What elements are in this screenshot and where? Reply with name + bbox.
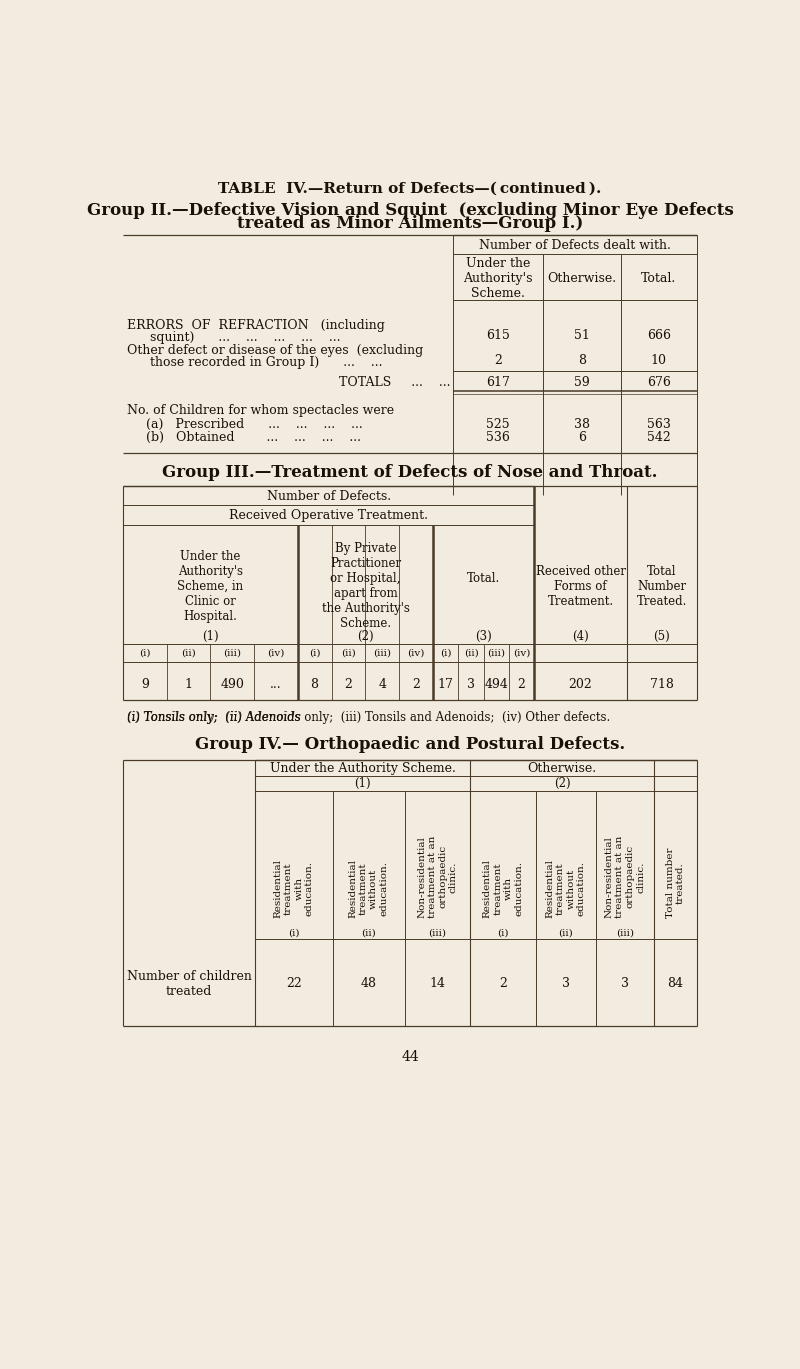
Text: Under the
Authority's
Scheme.: Under the Authority's Scheme. — [463, 257, 533, 300]
Text: 9: 9 — [141, 678, 149, 691]
Text: (4): (4) — [572, 630, 589, 643]
Text: 494: 494 — [484, 678, 508, 691]
Text: Received other
Forms of
Treatment.: Received other Forms of Treatment. — [535, 565, 626, 608]
Text: (i): (i) — [498, 928, 509, 938]
Text: Otherwise.: Otherwise. — [547, 271, 617, 285]
Text: (iii): (iii) — [223, 649, 242, 657]
Text: 666: 666 — [646, 329, 670, 342]
Text: (a)   Prescribed      ...    ...    ...    ...: (a) Prescribed ... ... ... ... — [146, 418, 363, 431]
Text: (i) Tonsils only;  (ii) Adenoids only;  (iii) Tonsils and Adenoids;  (iv) Other : (i) Tonsils only; (ii) Adenoids only; (i… — [127, 711, 610, 724]
Text: 2: 2 — [345, 678, 353, 691]
Text: Number of children
treated: Number of children treated — [126, 969, 251, 998]
Text: No. of Children for whom spectacles were: No. of Children for whom spectacles were — [127, 404, 394, 418]
Text: 525: 525 — [486, 418, 510, 431]
Text: (iv): (iv) — [408, 649, 425, 657]
Text: Group III.—Treatment of Defects of Nose and Throat.: Group III.—Treatment of Defects of Nose … — [162, 464, 658, 481]
Text: (ii): (ii) — [182, 649, 196, 657]
Text: (5): (5) — [654, 630, 670, 643]
Text: (iii): (iii) — [429, 928, 446, 938]
Text: (i) Tonsils only;  (ii) Adenoids: (i) Tonsils only; (ii) Adenoids — [127, 711, 305, 724]
Text: (ii): (ii) — [464, 649, 478, 657]
Text: 59: 59 — [574, 375, 590, 389]
Text: (iii): (iii) — [374, 649, 391, 657]
Text: Otherwise.: Otherwise. — [528, 763, 597, 775]
Text: 2: 2 — [412, 678, 420, 691]
Text: Total number
treated.: Total number treated. — [666, 847, 685, 919]
Text: 4: 4 — [378, 678, 386, 691]
Text: Group II.—Defective Vision and Squint  (excluding Minor Eye Defects: Group II.—Defective Vision and Squint (e… — [86, 203, 734, 219]
Text: Residential
treatment
with
education.: Residential treatment with education. — [483, 860, 523, 919]
Text: Non-residential
treatment at an
orthopaedic
clinic.: Non-residential treatment at an orthopae… — [605, 835, 645, 919]
Text: (iv): (iv) — [267, 649, 285, 657]
Text: squint)      ...    ...    ...    ...    ...: squint) ... ... ... ... ... — [150, 331, 341, 344]
Text: 490: 490 — [220, 678, 244, 691]
Text: (2): (2) — [554, 776, 570, 790]
Text: Total.: Total. — [641, 271, 677, 285]
Text: (ii): (ii) — [558, 928, 573, 938]
Text: ERRORS  OF  REFRACTION   (including: ERRORS OF REFRACTION (including — [127, 319, 385, 333]
Text: (i): (i) — [288, 928, 299, 938]
Text: Number of Defects dealt with.: Number of Defects dealt with. — [478, 238, 670, 252]
Text: (i): (i) — [139, 649, 150, 657]
Text: (iv): (iv) — [513, 649, 530, 657]
Text: (iii): (iii) — [616, 928, 634, 938]
Text: (1): (1) — [354, 776, 371, 790]
Text: 615: 615 — [486, 329, 510, 342]
Text: Other defect or disease of the eyes  (excluding: Other defect or disease of the eyes (exc… — [127, 344, 423, 357]
Text: (3): (3) — [475, 630, 492, 643]
Text: By Private
Practitioner
or Hospital,
apart from
the Authority's
Scheme.: By Private Practitioner or Hospital, apa… — [322, 542, 410, 630]
Text: 3: 3 — [621, 977, 629, 990]
Text: 10: 10 — [650, 355, 666, 367]
Text: 8: 8 — [578, 355, 586, 367]
Text: Residential
treatment
without
education.: Residential treatment without education. — [349, 860, 389, 919]
Text: 6: 6 — [578, 431, 586, 444]
Text: 676: 676 — [647, 375, 670, 389]
Text: 2: 2 — [494, 355, 502, 367]
Text: treated as Minor Ailments—Group I.): treated as Minor Ailments—Group I.) — [237, 215, 583, 233]
Text: Under the Authority Scheme.: Under the Authority Scheme. — [270, 763, 456, 775]
Text: 51: 51 — [574, 329, 590, 342]
Text: 2: 2 — [518, 678, 526, 691]
Text: Total
Number
Treated.: Total Number Treated. — [637, 565, 687, 608]
Text: 44: 44 — [401, 1050, 419, 1064]
Text: ...: ... — [270, 678, 282, 691]
Text: 48: 48 — [361, 977, 377, 990]
Text: Total.: Total. — [467, 572, 500, 585]
Text: (b)   Obtained        ...    ...    ...    ...: (b) Obtained ... ... ... ... — [146, 431, 362, 444]
Text: (i): (i) — [440, 649, 451, 657]
Text: TOTALS     ...    ...: TOTALS ... ... — [338, 375, 450, 389]
Text: Residential
treatment
with
education.: Residential treatment with education. — [274, 860, 314, 919]
Text: TABLE  IV.—Return of Defects—( continued ).: TABLE IV.—Return of Defects—( continued … — [218, 182, 602, 196]
Text: 542: 542 — [647, 431, 670, 444]
Text: (1): (1) — [202, 630, 218, 643]
Text: 2: 2 — [499, 977, 507, 990]
Text: (ii): (ii) — [361, 928, 376, 938]
Text: 3: 3 — [467, 678, 475, 691]
Text: 718: 718 — [650, 678, 674, 691]
Text: those recorded in Group I)      ...    ...: those recorded in Group I) ... ... — [150, 356, 383, 368]
Text: 17: 17 — [438, 678, 454, 691]
Text: 22: 22 — [286, 977, 302, 990]
Text: (iii): (iii) — [487, 649, 506, 657]
Text: Group IV.— Orthopaedic and Postural Defects.: Group IV.— Orthopaedic and Postural Defe… — [195, 737, 625, 753]
Text: 3: 3 — [562, 977, 570, 990]
Text: Received Operative Treatment.: Received Operative Treatment. — [229, 509, 428, 522]
Text: 38: 38 — [574, 418, 590, 431]
Text: 8: 8 — [310, 678, 318, 691]
Text: 617: 617 — [486, 375, 510, 389]
Text: 202: 202 — [569, 678, 592, 691]
Text: (i): (i) — [309, 649, 320, 657]
Text: (2): (2) — [357, 630, 374, 643]
Text: (ii): (ii) — [341, 649, 356, 657]
Text: Non-residential
treatment at an
orthopaedic
clinic.: Non-residential treatment at an orthopae… — [418, 835, 458, 919]
Text: Number of Defects.: Number of Defects. — [266, 490, 390, 502]
Text: Under the
Authority's
Scheme, in
Clinic or
Hospital.: Under the Authority's Scheme, in Clinic … — [178, 550, 243, 623]
Text: 14: 14 — [430, 977, 446, 990]
Text: 1: 1 — [185, 678, 193, 691]
Text: 84: 84 — [667, 977, 683, 990]
Text: Residential
treatment
without
education.: Residential treatment without education. — [546, 860, 586, 919]
Text: 563: 563 — [647, 418, 670, 431]
Text: 536: 536 — [486, 431, 510, 444]
